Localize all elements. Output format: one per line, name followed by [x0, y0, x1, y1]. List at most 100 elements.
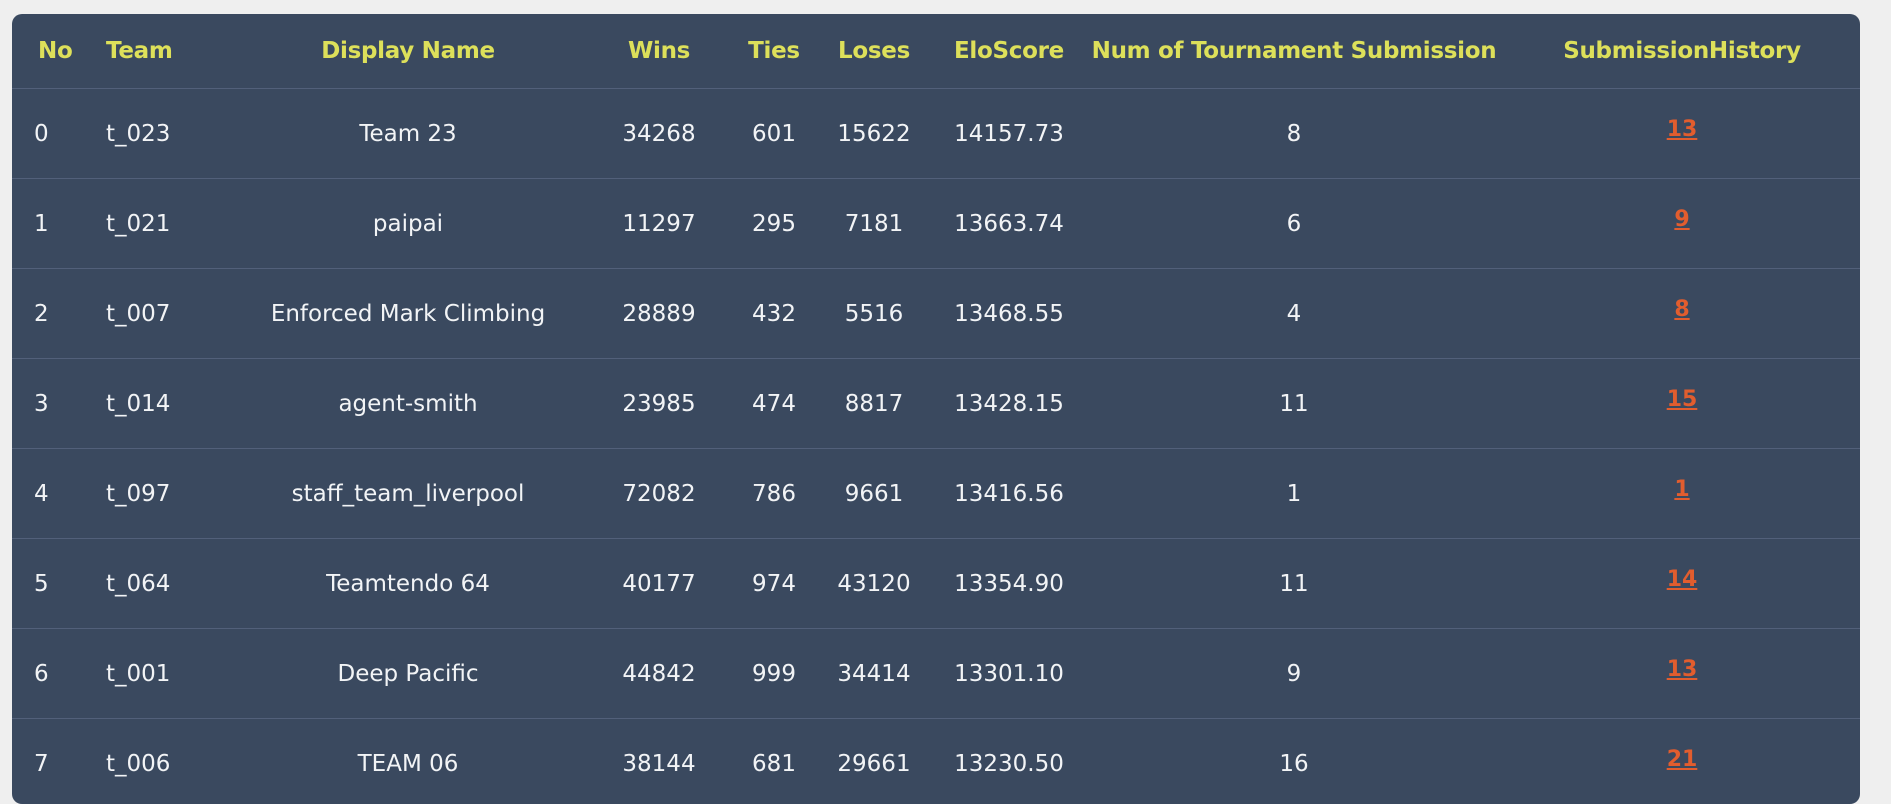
- cell-wins: 11297: [584, 179, 734, 269]
- cell-no: 7: [12, 719, 102, 804]
- cell-wins: 34268: [584, 89, 734, 179]
- cell-num-submission: 9: [1084, 629, 1504, 719]
- cell-no: 6: [12, 629, 102, 719]
- cell-display-name: agent-smith: [232, 359, 584, 449]
- cell-display-name: Enforced Mark Climbing: [232, 269, 584, 359]
- cell-team: t_021: [102, 179, 232, 269]
- cell-ties: 601: [734, 89, 814, 179]
- cell-display-name: Team 23: [232, 89, 584, 179]
- cell-display-name: TEAM 06: [232, 719, 584, 804]
- column-header-eloscore[interactable]: EloScore: [934, 14, 1084, 89]
- cell-wins: 72082: [584, 449, 734, 539]
- cell-submission-history: 8: [1504, 269, 1860, 359]
- cell-num-submission: 11: [1084, 359, 1504, 449]
- cell-team: t_006: [102, 719, 232, 804]
- cell-wins: 28889: [584, 269, 734, 359]
- cell-no: 4: [12, 449, 102, 539]
- cell-eloscore: 13663.74: [934, 179, 1084, 269]
- cell-eloscore: 13428.15: [934, 359, 1084, 449]
- cell-eloscore: 13468.55: [934, 269, 1084, 359]
- cell-eloscore: 13354.90: [934, 539, 1084, 629]
- cell-ties: 681: [734, 719, 814, 804]
- submission-history-link[interactable]: 9: [1674, 207, 1689, 232]
- cell-submission-history: 13: [1504, 629, 1860, 719]
- submission-history-link[interactable]: 13: [1667, 657, 1698, 682]
- cell-ties: 999: [734, 629, 814, 719]
- cell-loses: 34414: [814, 629, 934, 719]
- cell-team: t_023: [102, 89, 232, 179]
- cell-num-submission: 11: [1084, 539, 1504, 629]
- cell-team: t_001: [102, 629, 232, 719]
- cell-loses: 15622: [814, 89, 934, 179]
- cell-num-submission: 6: [1084, 179, 1504, 269]
- cell-wins: 23985: [584, 359, 734, 449]
- cell-display-name: staff_team_liverpool: [232, 449, 584, 539]
- cell-ties: 432: [734, 269, 814, 359]
- column-header-submission-history[interactable]: SubmissionHistory: [1504, 14, 1860, 89]
- cell-submission-history: 13: [1504, 89, 1860, 179]
- cell-loses: 5516: [814, 269, 934, 359]
- table-header-row: No Team Display Name Wins Ties Loses Elo…: [12, 14, 1860, 89]
- cell-submission-history: 15: [1504, 359, 1860, 449]
- cell-loses: 7181: [814, 179, 934, 269]
- submission-history-link[interactable]: 13: [1667, 117, 1698, 142]
- cell-submission-history: 9: [1504, 179, 1860, 269]
- cell-team: t_014: [102, 359, 232, 449]
- cell-submission-history: 21: [1504, 719, 1860, 804]
- column-header-ties[interactable]: Ties: [734, 14, 814, 89]
- cell-no: 1: [12, 179, 102, 269]
- cell-loses: 43120: [814, 539, 934, 629]
- column-header-team[interactable]: Team: [102, 14, 232, 89]
- cell-submission-history: 14: [1504, 539, 1860, 629]
- cell-eloscore: 13416.56: [934, 449, 1084, 539]
- cell-num-submission: 1: [1084, 449, 1504, 539]
- cell-ties: 295: [734, 179, 814, 269]
- cell-display-name: Teamtendo 64: [232, 539, 584, 629]
- column-header-num-submission[interactable]: Num of Tournament Submission: [1084, 14, 1504, 89]
- column-header-display-name[interactable]: Display Name: [232, 14, 584, 89]
- submission-history-link[interactable]: 1: [1674, 477, 1689, 502]
- cell-loses: 8817: [814, 359, 934, 449]
- cell-loses: 9661: [814, 449, 934, 539]
- cell-wins: 38144: [584, 719, 734, 804]
- cell-loses: 29661: [814, 719, 934, 804]
- column-header-wins[interactable]: Wins: [584, 14, 734, 89]
- cell-submission-history: 1: [1504, 449, 1860, 539]
- cell-eloscore: 13301.10: [934, 629, 1084, 719]
- cell-display-name: paipai: [232, 179, 584, 269]
- column-header-no[interactable]: No: [12, 14, 102, 89]
- cell-wins: 40177: [584, 539, 734, 629]
- cell-eloscore: 13230.50: [934, 719, 1084, 804]
- cell-team: t_007: [102, 269, 232, 359]
- cell-ties: 974: [734, 539, 814, 629]
- cell-team: t_064: [102, 539, 232, 629]
- cell-wins: 44842: [584, 629, 734, 719]
- cell-no: 3: [12, 359, 102, 449]
- cell-display-name: Deep Pacific: [232, 629, 584, 719]
- cell-num-submission: 16: [1084, 719, 1504, 804]
- cell-no: 0: [12, 89, 102, 179]
- cell-no: 5: [12, 539, 102, 629]
- cell-num-submission: 4: [1084, 269, 1504, 359]
- submission-history-link[interactable]: 15: [1667, 387, 1698, 412]
- cell-team: t_097: [102, 449, 232, 539]
- cell-num-submission: 8: [1084, 89, 1504, 179]
- submission-history-link[interactable]: 21: [1667, 747, 1698, 772]
- submission-history-link[interactable]: 8: [1674, 297, 1689, 322]
- submission-history-link[interactable]: 14: [1667, 567, 1698, 592]
- leaderboard-table-container: No Team Display Name Wins Ties Loses Elo…: [12, 14, 1860, 804]
- cell-no: 2: [12, 269, 102, 359]
- cell-eloscore: 14157.73: [934, 89, 1084, 179]
- cell-ties: 474: [734, 359, 814, 449]
- column-header-loses[interactable]: Loses: [814, 14, 934, 89]
- leaderboard-table: No Team Display Name Wins Ties Loses Elo…: [12, 14, 1860, 804]
- cell-ties: 786: [734, 449, 814, 539]
